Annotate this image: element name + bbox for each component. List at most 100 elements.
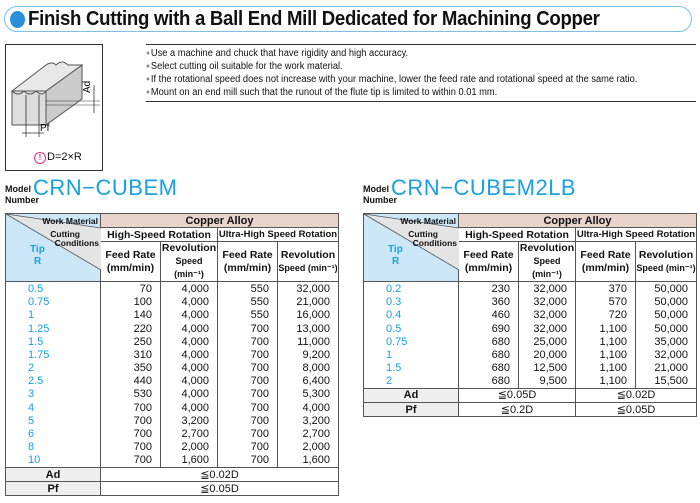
tip-r-value: 1.5 <box>363 361 459 375</box>
ad-row: Ad ≦0.02D <box>5 466 339 483</box>
table-row: 8 700 2,000 700 2,000 <box>5 440 339 454</box>
table-row: 5 700 3,200 700 3,200 <box>5 414 339 428</box>
cell-value: 20,000 <box>518 348 576 362</box>
cell-value: 4,000 <box>160 401 218 415</box>
cell-value: 3,200 <box>277 414 339 428</box>
cell-value: 9,500 <box>518 374 576 389</box>
tip-r-value: 0.3 <box>363 295 459 309</box>
tip-r-value: 8 <box>5 440 101 454</box>
cell-value: 32,000 <box>635 348 697 362</box>
cell-value: 4,000 <box>160 387 218 402</box>
tip-r-value: 0.4 <box>363 308 459 322</box>
cell-value: 440 <box>100 374 161 388</box>
ad-value: ≦0.02D <box>100 466 339 483</box>
note-item: Mount on an end mill such that the runou… <box>146 86 658 99</box>
model-number-label: Model Number CRN−CUBEM2LB <box>363 175 577 206</box>
ball-end-mill-diagram: Pf Ad ! D=2×R <box>5 44 103 171</box>
cell-value: 700 <box>217 348 278 362</box>
cell-value: 140 <box>100 308 161 322</box>
cell-value: 2,700 <box>160 427 218 441</box>
tip-r-value: 0.2 <box>363 281 459 296</box>
cell-value: 250 <box>100 335 161 349</box>
cell-value: 360 <box>458 295 519 309</box>
model-number: CRN−CUBEM <box>33 175 178 200</box>
cutting-conditions-table: Work Material Cutting Conditions Tip R Copp… <box>363 212 697 418</box>
cell-value: 50,000 <box>635 308 697 322</box>
feed-rate-header: Feed Rate (mm/min) <box>100 241 161 283</box>
cell-value: 1,100 <box>575 374 636 389</box>
cell-value: 8,000 <box>277 361 339 375</box>
cell-value: 460 <box>458 308 519 322</box>
cell-value: 32,000 <box>518 295 576 309</box>
cell-value: 700 <box>100 440 161 454</box>
tip-r-value: 2.5 <box>5 374 101 388</box>
table-row: 0.5 690 32,000 1,100 50,000 <box>363 321 697 336</box>
tip-r-value: 1 <box>363 348 459 362</box>
cell-value: 1,100 <box>575 321 636 336</box>
table-row: 1 140 4,000 550 16,000 <box>5 308 339 322</box>
cell-value: 350 <box>100 361 161 375</box>
pf-value: ≦0.05D <box>100 481 339 497</box>
work-material-header: Copper Alloy <box>458 212 697 229</box>
cell-value: 3,200 <box>160 414 218 428</box>
cell-value: 680 <box>458 374 519 389</box>
note-item: If the rotational speed does not increas… <box>146 73 658 86</box>
feed-rate-header: Feed Rate (mm/min) <box>458 241 519 283</box>
cell-value: 1,600 <box>277 453 339 468</box>
ad-label: Ad <box>82 81 93 93</box>
cell-value: 15,500 <box>635 374 697 389</box>
cell-value: 21,000 <box>635 361 697 375</box>
table-row: 1.5 250 4,000 700 11,000 <box>5 335 339 349</box>
cell-value: 50,000 <box>635 295 697 309</box>
table-row: 0.2 230 32,000 370 50,000 <box>363 281 697 296</box>
cell-value: 700 <box>100 427 161 441</box>
cell-value: 720 <box>575 308 636 322</box>
table-row: 0.4 460 32,000 720 50,000 <box>363 308 697 322</box>
cell-value: 4,000 <box>277 401 339 415</box>
ad-row: Ad ≦0.05D ≦0.02D <box>363 387 697 404</box>
cell-value: 700 <box>100 414 161 428</box>
cell-value: 11,000 <box>277 335 339 349</box>
cell-value: 16,000 <box>277 308 339 322</box>
pf-label: Pf <box>40 123 50 134</box>
note-item: Select cutting oil suitable for the work… <box>146 60 658 73</box>
cell-value: 4,000 <box>160 321 218 336</box>
tip-r-value: 2 <box>5 361 101 375</box>
cutting-conditions-table: Work Material Cutting Conditions Tip R Copp… <box>5 212 339 497</box>
cell-value: 700 <box>217 387 278 402</box>
table-row: 1.5 680 12,500 1,100 21,000 <box>363 361 697 375</box>
cell-value: 690 <box>458 321 519 336</box>
pf-row: Pf ≦0.05D <box>5 481 339 497</box>
cell-value: 700 <box>217 414 278 428</box>
cell-value: 4,000 <box>160 308 218 322</box>
table-row: 10 700 1,600 700 1,600 <box>5 453 339 468</box>
work-material-header: Copper Alloy <box>100 212 339 229</box>
cell-value: 700 <box>217 335 278 349</box>
tip-r-value: 0.75 <box>363 335 459 349</box>
cell-value: 700 <box>217 401 278 415</box>
table-row: 0.3 360 32,000 570 50,000 <box>363 295 697 309</box>
model-number: CRN−CUBEM2LB <box>391 175 577 200</box>
cell-value: 1,100 <box>575 348 636 362</box>
ad-label: Ad <box>5 466 101 483</box>
section-title: Finish Cutting with a Ball End Mill Dedi… <box>28 8 600 30</box>
tip-r-value: 1 <box>5 308 101 322</box>
tip-r-value: 6 <box>5 427 101 441</box>
cell-value: 35,000 <box>635 335 697 349</box>
cell-value: 230 <box>458 281 519 296</box>
cell-value: 4,000 <box>160 361 218 375</box>
cell-value: 700 <box>217 321 278 336</box>
cell-value: 9,200 <box>277 348 339 362</box>
cell-value: 4,000 <box>160 335 218 349</box>
workpiece-illustration: Pf Ad <box>10 61 100 137</box>
cell-value: 50,000 <box>635 281 697 296</box>
tip-r-value: 0.5 <box>363 321 459 336</box>
table-row: 3 530 4,000 700 5,300 <box>5 387 339 402</box>
ultra-high-speed-header: Ultra-High Speed Rotation <box>575 227 697 243</box>
table-row: 2.5 440 4,000 700 6,400 <box>5 374 339 388</box>
cell-value: 25,000 <box>518 335 576 349</box>
cell-value: 2,000 <box>277 440 339 454</box>
table-row: 0.75 100 4,000 550 21,000 <box>5 295 339 309</box>
revolution-header: Revolution Speed (min⁻¹) <box>277 241 339 283</box>
pf-value: ≦0.05D <box>575 402 697 418</box>
